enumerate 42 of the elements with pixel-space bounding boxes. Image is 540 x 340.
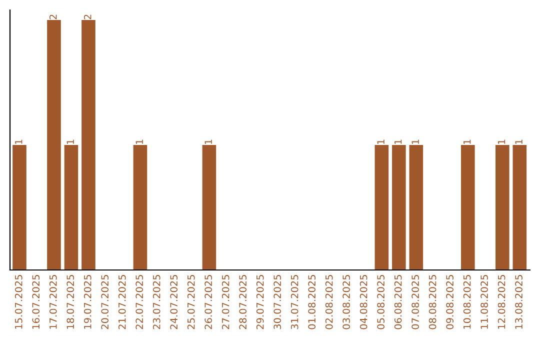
x-tick-label: 10.08.2025 <box>463 275 471 329</box>
data-label: 2 <box>49 14 57 20</box>
x-tick-label: 31.07.2025 <box>290 275 298 330</box>
x-tick-label: 15.07.2025 <box>14 275 22 329</box>
x-tick-label: 20.07.2025 <box>101 275 109 330</box>
data-label: 1 <box>136 140 143 144</box>
x-tick-label: 01.08.2025 <box>308 275 316 330</box>
data-label: 1 <box>66 140 74 144</box>
data-label: 1 <box>464 140 471 144</box>
data-label: 2 <box>84 14 92 20</box>
x-tick-label: 21.07.2025 <box>118 275 126 330</box>
x-tick-label: 05.08.2025 <box>377 275 384 330</box>
x-tick-label: 23.07.2025 <box>152 275 160 330</box>
data-label: 1 <box>15 140 22 144</box>
x-tick-label: 07.08.2025 <box>412 275 419 330</box>
x-tick-label: 04.08.2025 <box>360 275 368 330</box>
data-label: 1 <box>498 140 506 144</box>
x-tick-label: 26.07.2025 <box>204 275 212 330</box>
x-tick-label: 06.08.2025 <box>394 275 402 330</box>
x-tick-label: 25.07.2025 <box>187 275 195 330</box>
x-tick-label: 29.07.2025 <box>256 275 264 330</box>
data-label: 1 <box>204 140 212 144</box>
data-label: 1 <box>412 140 419 144</box>
x-tick-label: 16.07.2025 <box>32 275 40 329</box>
x-tick-label: 03.08.2025 <box>342 275 350 330</box>
x-tick-label: 18.07.2025 <box>66 275 74 329</box>
x-tick-label: 17.07.2025 <box>49 275 57 329</box>
x-tick-label: 13.08.2025 <box>515 275 522 329</box>
x-tick-label: 24.07.2025 <box>170 275 178 330</box>
x-tick-label: 30.07.2025 <box>274 275 282 330</box>
x-tick-label: 27.07.2025 <box>222 275 230 330</box>
x-tick-label: 02.08.2025 <box>325 275 333 330</box>
data-label: 1 <box>515 140 522 144</box>
x-tick-label: 28.07.2025 <box>239 275 247 330</box>
x-tick-label: 19.07.2025 <box>84 275 92 329</box>
x-tick-label: 09.08.2025 <box>446 275 454 330</box>
x-tick-label: 11.08.2025 <box>480 275 488 329</box>
x-tick-label: 08.08.2025 <box>428 275 436 330</box>
data-label: 1 <box>394 140 402 144</box>
data-label: 1 <box>377 140 384 144</box>
x-tick-label: 22.07.2025 <box>136 275 144 330</box>
x-tick-label: 12.08.2025 <box>498 275 506 329</box>
